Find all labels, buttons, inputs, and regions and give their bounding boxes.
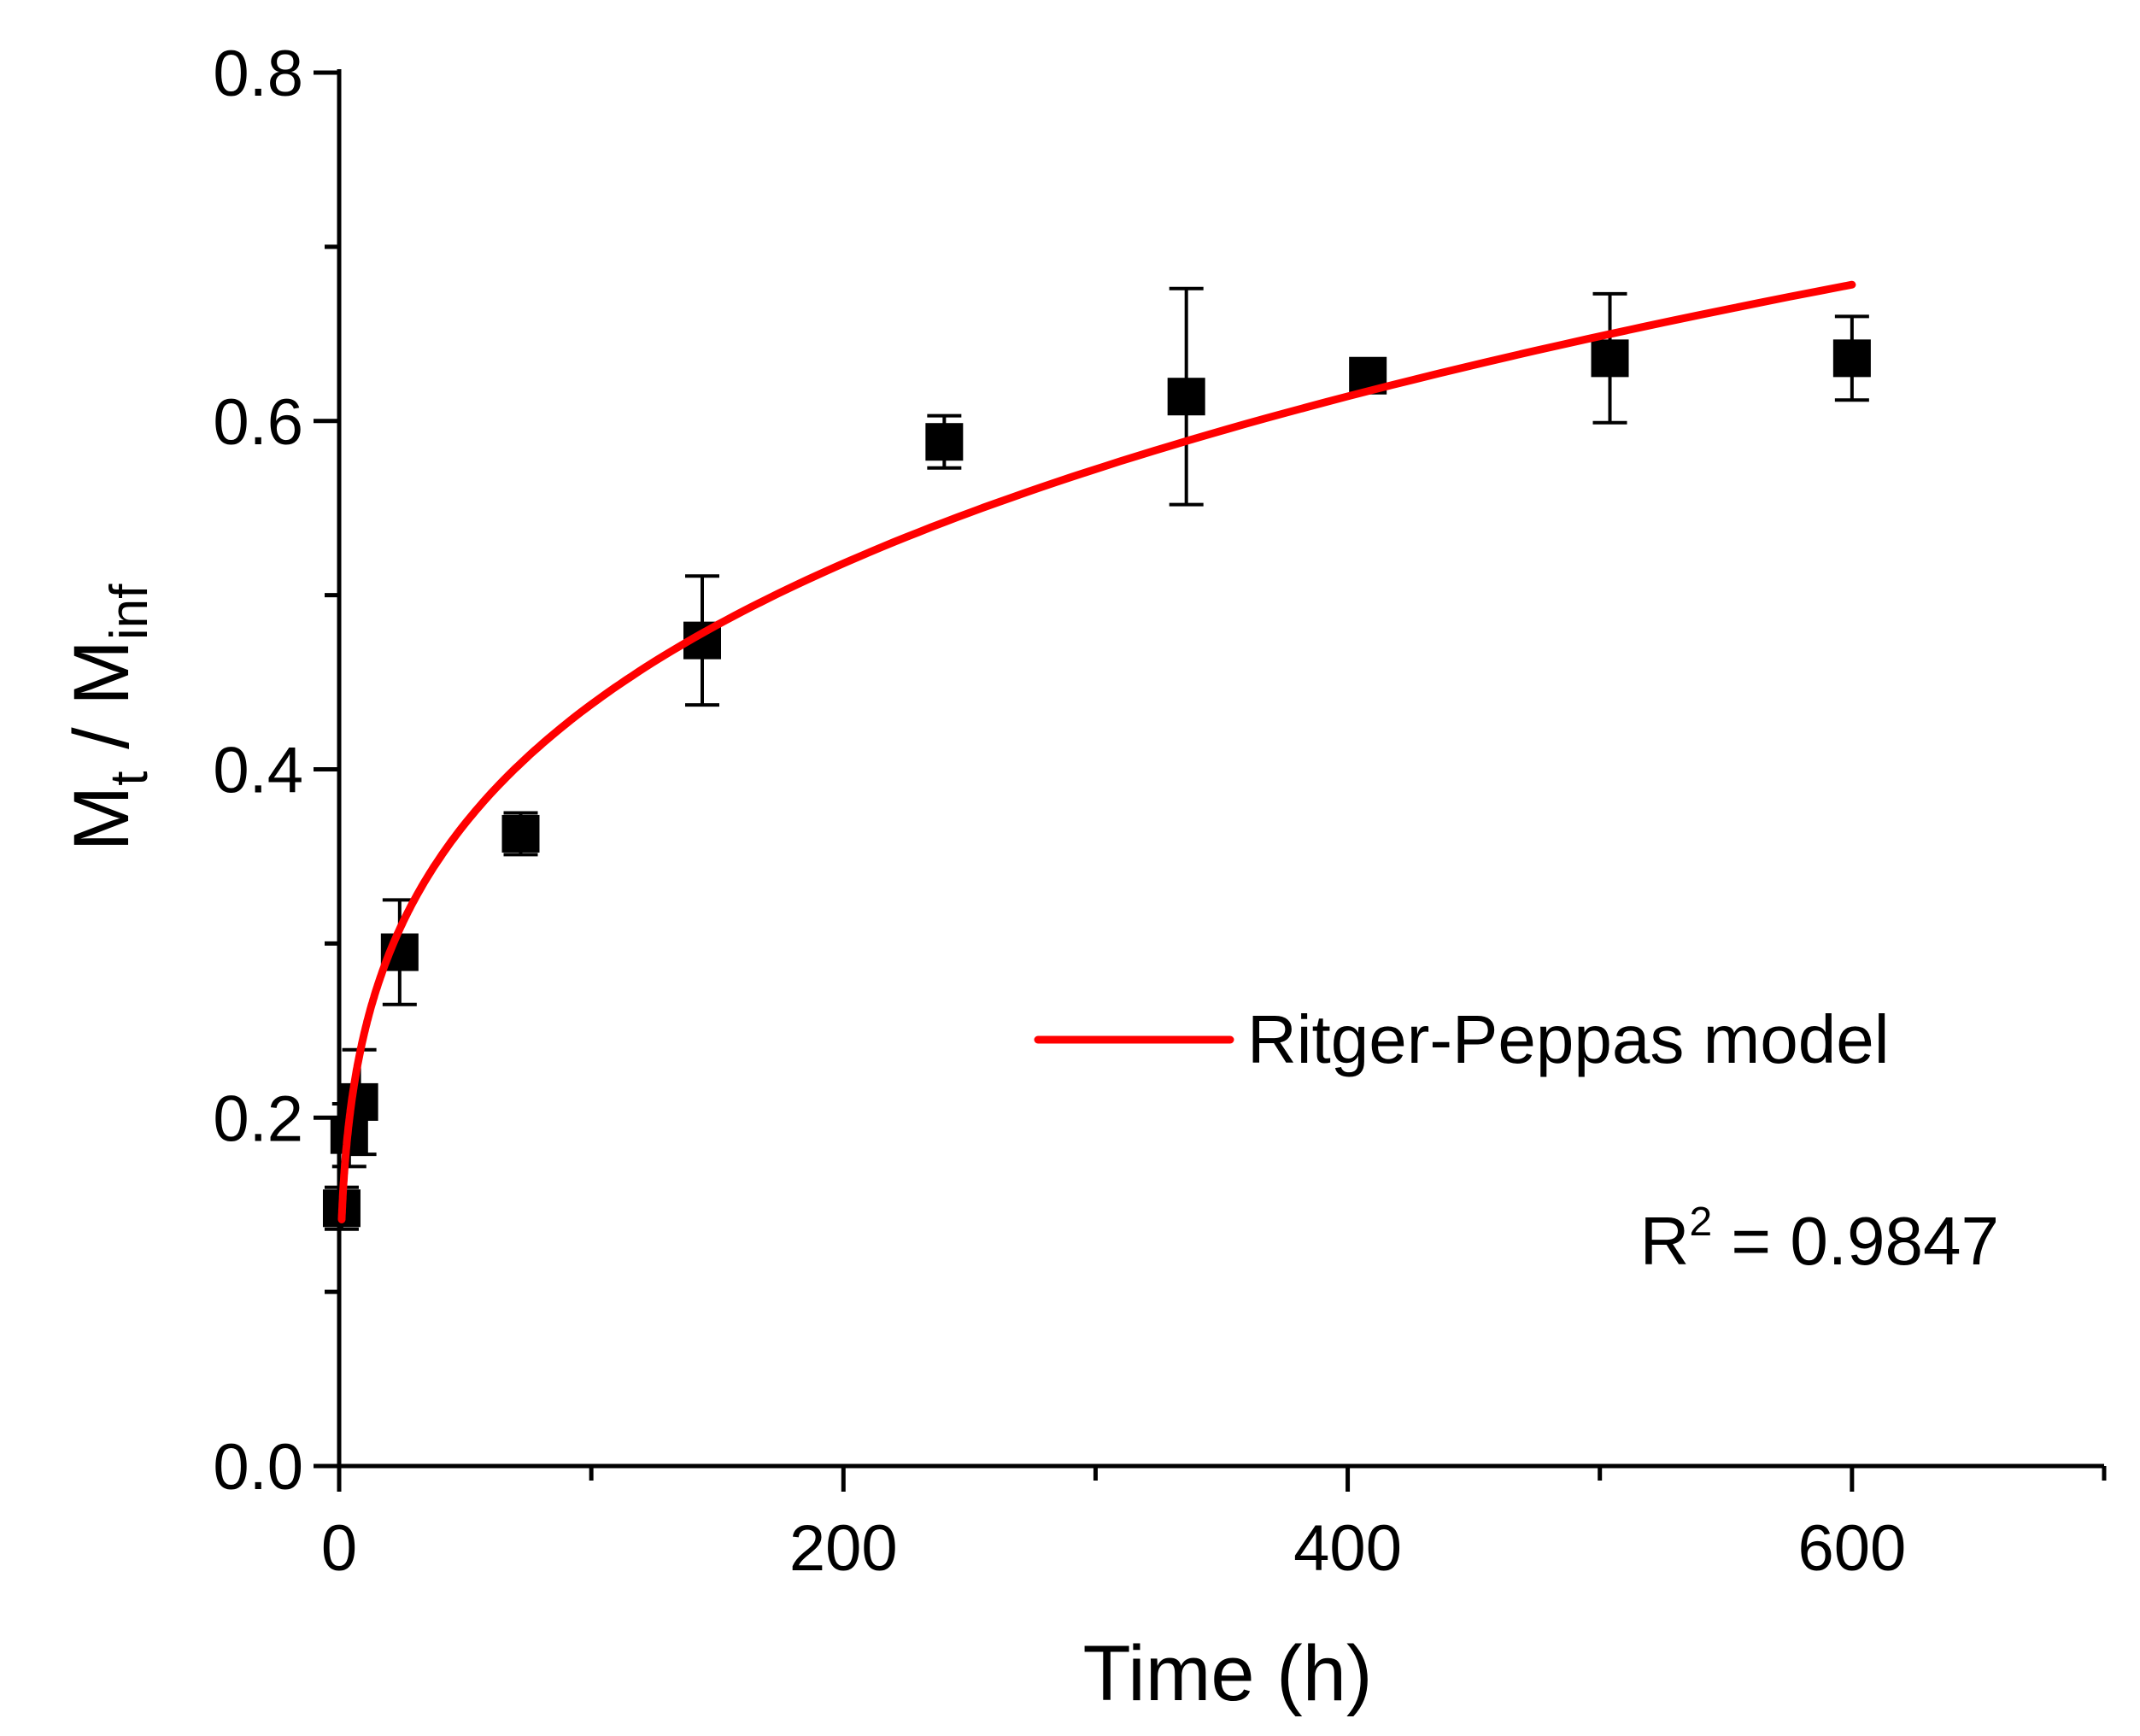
data-marker (1832, 339, 1871, 378)
r2-value: = 0.9847 (1712, 1203, 1999, 1279)
x-tick-label: 0 (321, 1512, 357, 1585)
x-axis-ticks: 0 200 400 600 (321, 1466, 2107, 1585)
y-tick-label: 0.6 (213, 386, 303, 459)
fit-line-group (337, 280, 1856, 1223)
legend-label: Ritger-Peppas model (1247, 1001, 1889, 1077)
y-tick-label: 0.4 (213, 735, 303, 807)
y-label-main2: M (58, 640, 145, 706)
data-point (1832, 314, 1871, 402)
r-squared-annotation: R2 = 0.9847 (1640, 1199, 1999, 1279)
x-tick-label: 400 (1293, 1512, 1402, 1585)
data-point (1591, 291, 1629, 425)
y-label-sub1: t (100, 771, 159, 785)
y-label-sub2: inf (100, 584, 159, 640)
data-marker (501, 814, 540, 853)
y-label-main: M (58, 786, 145, 852)
data-point (925, 413, 964, 470)
r2-label: R (1640, 1203, 1690, 1279)
data-marker (925, 423, 964, 461)
y-axis-ticks: 0.0 0.2 0.4 0.6 0.8 (213, 38, 339, 1504)
y-tick-label: 0.8 (213, 38, 303, 110)
y-tick-label: 0.0 (213, 1431, 303, 1504)
data-marker (1167, 378, 1205, 416)
data-point (380, 898, 419, 1006)
data-point (1167, 286, 1205, 507)
y-axis-label: Mt / Minf (58, 584, 159, 851)
ritger-peppas-fit-line (337, 280, 1856, 1223)
y-tick-label: 0.2 (213, 1082, 303, 1155)
x-axis-label: Time (h) (1082, 1630, 1372, 1717)
data-point (501, 811, 540, 857)
y-label-sep: / (58, 706, 145, 771)
legend: Ritger-Peppas model (1034, 1001, 1889, 1077)
x-tick-label: 600 (1797, 1512, 1906, 1585)
x-tick-label: 200 (789, 1512, 898, 1585)
r2-superscript: 2 (1689, 1199, 1712, 1245)
data-marker (1591, 339, 1629, 378)
